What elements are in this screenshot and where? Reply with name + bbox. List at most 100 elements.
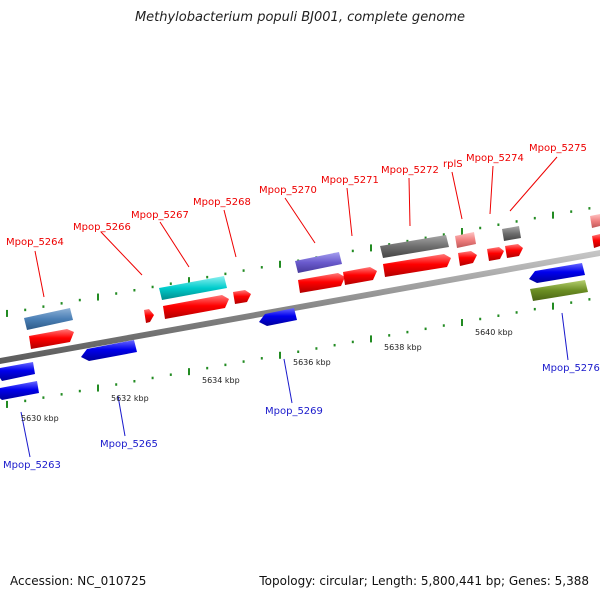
outer-tick [242,269,245,272]
inner-tick [6,400,8,408]
gene-label-rpls: rplS [443,159,463,170]
feature-block-violet [295,252,342,273]
feature-block-gray-5272 [380,235,449,258]
outer-tick [442,233,445,236]
outer-tick [552,211,554,219]
gene-label-mpop-5267: Mpop_5267 [131,210,189,221]
outer-tick [370,244,372,252]
inner-tick [570,301,573,304]
outer-tick [515,220,518,223]
outer-tick [279,260,281,268]
cds-arrow-mpop-5274 [487,247,504,261]
feature-block-pink-rpls [455,232,476,248]
inner-tick [133,379,136,383]
accession-text: Accession: NC_010725 [10,574,147,588]
outer-tick [533,216,536,220]
outer-tick [206,275,209,279]
inner-tick [424,327,427,331]
scale-label-5636: 5636 kbp [293,358,331,367]
outer-tick [588,207,591,210]
inner-tick [297,350,300,354]
scale-label-5638: 5638 kbp [384,343,422,352]
topology-text: Topology: circular; Length: 5,800,441 bp… [259,574,589,588]
inner-tick [388,334,391,337]
feature-block-pink-edge [590,214,600,228]
cds-arrow-mpop-5272 [383,254,451,277]
outer-tick [188,277,190,285]
outer-tick [479,226,482,230]
inner-tick [370,335,372,343]
cds-arrow-mpop-5270 [298,273,345,293]
inner-tick [151,376,154,380]
inner-tick [315,347,318,350]
gene-label-mpop-5268: Mpop_5268 [193,197,251,208]
scale-label-5634: 5634 kbp [202,376,240,385]
outer-tick [169,282,172,285]
gene-label-mpop-5275: Mpop_5275 [529,143,587,154]
genome-backbone [0,250,600,364]
cds-arrow-mpop-5269 [259,308,297,326]
outer-tick [461,228,463,236]
cds-arrow-mpop-5276 [529,263,585,283]
feature-block-cyan [159,276,227,300]
cds-arrow-mpop-5268 [233,290,251,304]
reverse-leader-lines [20,312,569,458]
inner-tick [461,319,463,327]
outer-tick [497,223,500,226]
feature-block-olive-5276 [530,280,588,301]
scale-label-5640: 5640 kbp [475,328,513,337]
outer-tick [60,302,63,305]
gene-label-mpop-5276: Mpop_5276 [542,363,600,374]
outer-tick [42,305,45,308]
gene-label-mpop-5269: Mpop_5269 [265,406,323,417]
scale-label-5630: 5630 kbp [21,414,59,423]
outer-tick [570,210,573,213]
inner-tick [515,311,518,314]
inner-tick [588,298,591,301]
outer-tick [6,309,8,317]
inner-tick [206,366,209,370]
cds-arrow-mpop-5264 [29,329,74,349]
cds-arrow-mpop-5263-a [0,362,35,381]
cds-arrow-mpop-5271 [343,267,377,285]
cds-arrow-mpop-5263-b [0,381,39,400]
gene-label-mpop-5263: Mpop_5263 [3,460,61,471]
gene-label-mpop-5264: Mpop_5264 [6,237,64,248]
feature-block-gray-5274 [502,226,521,241]
outer-tick [406,239,409,243]
gene-label-mpop-5265: Mpop_5265 [100,439,158,450]
outer-tick [424,236,427,240]
inner-tick [442,324,445,327]
cds-arrow-mpop-5275 [505,244,523,258]
inner-tick [224,363,227,367]
inner-tick [497,314,500,317]
inner-tick [42,396,45,399]
outer-tick [133,288,136,292]
inner-tick [479,317,482,321]
inner-tick [279,351,281,359]
gene-label-mpop-5271: Mpop_5271 [321,175,379,186]
inner-tick [533,307,536,311]
scale-label-5632: 5632 kbp [111,394,149,403]
outer-tick [224,272,227,276]
gene-label-mpop-5266: Mpop_5266 [73,222,131,233]
feature-block-mpop-5264-steel [24,308,73,330]
forward-leader-lines [34,156,558,298]
inner-tick [260,357,263,360]
outer-tick [260,266,263,269]
inner-tick [60,393,63,396]
outer-tick [115,292,118,295]
inner-tick [242,360,245,363]
gene-label-mpop-5274: Mpop_5274 [466,153,524,164]
outer-tick [97,293,99,301]
inner-tick [24,399,27,403]
cds-arrow-rpls [458,251,477,266]
inner-tick [97,384,99,392]
inner-tick [406,330,409,334]
inner-tick [351,340,354,344]
inner-tick [78,389,81,393]
inner-tick [552,302,554,310]
scale-ticks [6,207,591,408]
